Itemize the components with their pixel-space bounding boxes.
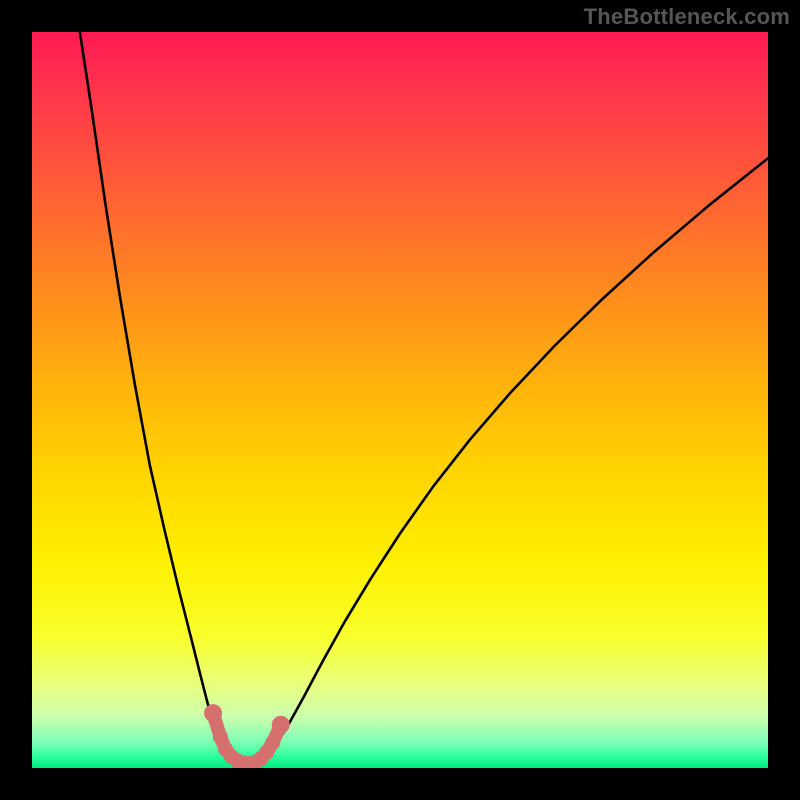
marker-dot (265, 735, 280, 750)
watermark-label: TheBottleneck.com (584, 4, 790, 30)
chart-frame: TheBottleneck.com (0, 0, 800, 800)
marker-dot (272, 716, 290, 734)
bottleneck-markers (32, 32, 768, 768)
marker-dot (204, 704, 222, 722)
plot-area (32, 32, 768, 768)
